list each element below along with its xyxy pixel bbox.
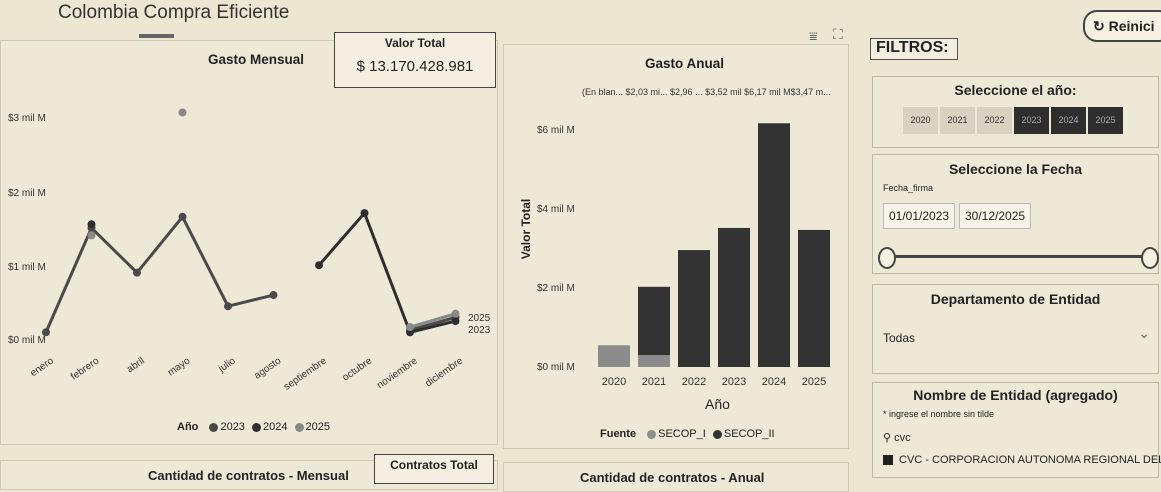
series-line-2023 — [137, 217, 183, 273]
monthly-x-tick: noviembre — [375, 355, 420, 391]
annual-x-tick: 2021 — [642, 376, 666, 388]
monthly-x-tick: julio — [216, 355, 238, 375]
date-slider-start-handle[interactable] — [878, 247, 896, 269]
entity-search-value: cvc — [894, 432, 911, 444]
end-label-2023: 2023 — [468, 325, 490, 336]
contracts-total-label: Contratos Total — [375, 458, 493, 472]
series-line-2023 — [92, 228, 138, 273]
annual-legend: Fuente SECOP_I SECOP_II — [600, 428, 775, 440]
legend-dot-2023 — [209, 423, 218, 432]
bar-2022-SECOP_II[interactable] — [678, 250, 710, 367]
legend-dot-secop2 — [713, 430, 722, 439]
monthly-x-tick: agosto — [252, 355, 283, 381]
monthly-line-chart: enero febrero abril mayo julio agostoseptiemb… — [0, 40, 498, 400]
data-point-2023[interactable] — [270, 291, 278, 299]
total-value-card: Valor Total $ 13.170.428.981 — [334, 32, 496, 88]
data-point-2024[interactable] — [88, 220, 96, 228]
checkbox-icon[interactable] — [883, 455, 893, 465]
total-value-label: Valor Total — [335, 36, 495, 50]
annual-x-tick: 2025 — [802, 376, 826, 388]
page-title: Colombia Compra Eficiente — [58, 2, 289, 24]
entity-filter-title: Nombre de Entidad (agregado) — [873, 387, 1158, 403]
date-field-label: Fecha_firma — [883, 183, 933, 193]
bar-2020-SECOP_I[interactable] — [598, 345, 630, 367]
monthly-count-title: Cantidad de contratos - Mensual — [148, 468, 349, 483]
annual-x-tick: 2024 — [762, 376, 786, 388]
monthly-x-tick: septiembre — [282, 355, 329, 393]
entity-result-label: CVC - CORPORACION AUTONOMA REGIONAL DEL — [899, 454, 1161, 466]
end-label-2025: 2025 — [468, 313, 490, 324]
data-point-2025[interactable] — [452, 310, 460, 318]
filters-title: FILTROS: — [870, 38, 958, 60]
year-filter: Seleccione el año: 2020 2021 2022 2023 2… — [872, 76, 1159, 148]
chevron-down-icon[interactable]: ⌄ — [1138, 325, 1150, 342]
department-filter-title: Departamento de Entidad — [873, 291, 1158, 307]
series-line-2023 — [183, 217, 229, 306]
legend-dot-2024 — [252, 423, 261, 432]
title-underline — [139, 34, 174, 38]
monthly-legend-title: Año — [177, 421, 198, 433]
bar-2023-SECOP_II[interactable] — [718, 228, 750, 367]
total-value-amount: $ 13.170.428.981 — [335, 58, 495, 75]
entity-hint: * ingrese el nombre sin tilde — [883, 409, 994, 419]
legend-dot-secop1 — [647, 430, 656, 439]
year-button-2023[interactable]: 2023 — [1014, 107, 1049, 134]
series-line-2024 — [319, 213, 365, 265]
annual-x-tick: 2022 — [682, 376, 706, 388]
department-filter: Departamento de Entidad Todas ⌄ — [872, 284, 1159, 374]
monthly-x-tick: febrero — [69, 355, 102, 382]
monthly-legend: Año 2023 2024 2025 — [177, 421, 330, 433]
monthly-x-tick: diciembre — [423, 355, 465, 389]
reset-button[interactable]: ↻ Reinici — [1083, 10, 1161, 42]
annual-legend-title: Fuente — [600, 428, 636, 440]
bar-2024-SECOP_II[interactable] — [758, 123, 790, 367]
bar-2021-SECOP_II[interactable] — [638, 287, 670, 355]
data-point-2024[interactable] — [452, 317, 460, 325]
annual-x-tick: 2023 — [722, 376, 746, 388]
year-button-2024[interactable]: 2024 — [1051, 107, 1086, 134]
year-button-2025[interactable]: 2025 — [1088, 107, 1123, 134]
reset-label: Reinici — [1109, 18, 1155, 34]
bar-2025-SECOP_II[interactable] — [798, 230, 830, 367]
series-line-2023 — [228, 295, 274, 306]
start-date-input[interactable]: 01/01/2023 — [883, 203, 955, 229]
entity-filter: Nombre de Entidad (agregado) * ingrese e… — [872, 382, 1159, 478]
data-point-2025[interactable] — [179, 109, 187, 117]
date-slider-track[interactable] — [883, 255, 1153, 258]
date-filter: Seleccione la Fecha Fecha_firma 01/01/20… — [872, 154, 1159, 274]
reset-icon: ↻ — [1093, 18, 1109, 34]
series-line-2024 — [365, 213, 411, 332]
legend-item-secop2[interactable]: SECOP_II — [724, 428, 775, 440]
year-button-2021[interactable]: 2021 — [940, 107, 975, 134]
search-icon: ⚲ — [883, 432, 894, 444]
monthly-x-tick: abril — [125, 355, 147, 375]
legend-item-secop1[interactable]: SECOP_I — [658, 428, 706, 440]
end-date-input[interactable]: 30/12/2025 — [959, 203, 1031, 229]
entity-search-input[interactable]: ⚲ cvc — [883, 431, 911, 444]
annual-x-tick: 2020 — [602, 376, 626, 388]
contracts-total-card: Contratos Total — [374, 454, 494, 484]
series-line-2023 — [46, 228, 92, 332]
monthly-x-tick: enero — [28, 355, 56, 379]
legend-item-2023[interactable]: 2023 — [220, 421, 244, 433]
year-button-2020[interactable]: 2020 — [903, 107, 938, 134]
legend-item-2024[interactable]: 2024 — [263, 421, 287, 433]
monthly-x-tick: octubre — [341, 355, 375, 383]
legend-item-2025[interactable]: 2025 — [306, 421, 330, 433]
date-slider-end-handle[interactable] — [1141, 247, 1159, 269]
annual-bar-chart: 2020 2021 2022 2023 2024 2025 — [503, 0, 849, 400]
entity-result-item[interactable]: CVC - CORPORACION AUTONOMA REGIONAL DEL — [883, 454, 1161, 466]
legend-dot-2025 — [295, 423, 304, 432]
monthly-x-tick: mayo — [166, 355, 193, 378]
annual-x-axis-label: Año — [705, 396, 730, 412]
year-button-2022[interactable]: 2022 — [977, 107, 1012, 134]
bar-2021-SECOP_I[interactable] — [638, 355, 670, 367]
date-filter-title: Seleccione la Fecha — [873, 161, 1158, 177]
year-filter-title: Seleccione el año: — [873, 82, 1158, 98]
data-point-2025[interactable] — [88, 231, 96, 239]
department-select[interactable]: Todas — [873, 325, 1158, 345]
